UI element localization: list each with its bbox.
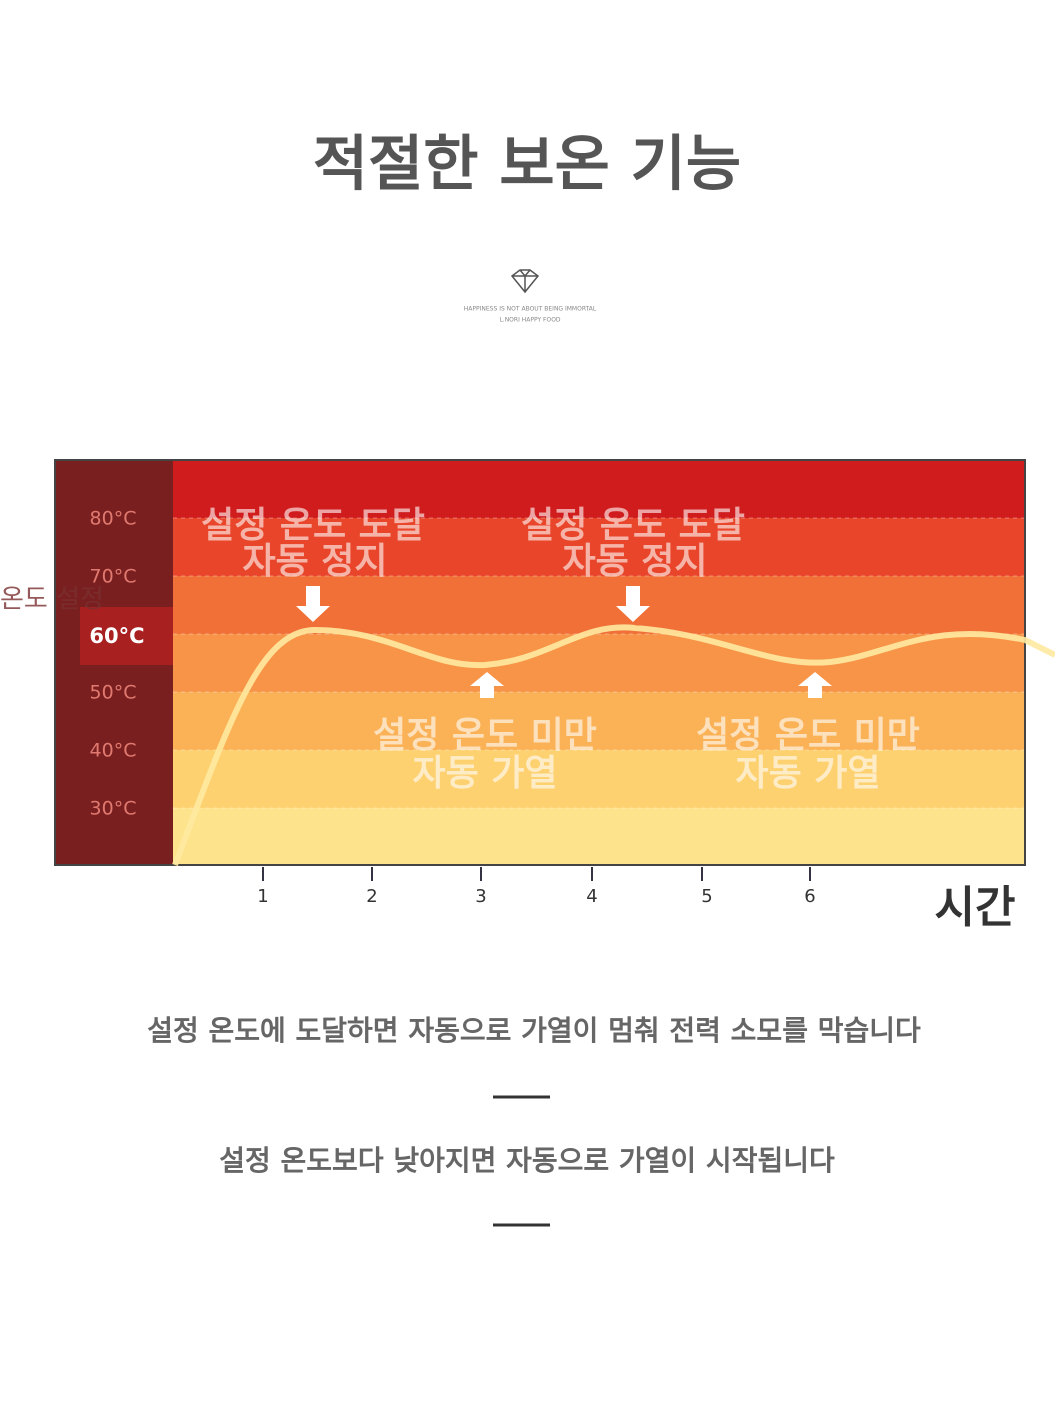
note: 설정 온도보다 낮아지면 자동으로 가열이 시작됩니다 [219, 1144, 835, 1177]
y-label: 50°C [90, 682, 137, 704]
annotation: 설정 온도 미만 [373, 715, 597, 756]
note: 설정 온도에 도달하면 자동으로 가열이 멈춰 전력 소모를 막습니다 [147, 1014, 921, 1047]
x-tick: 5 [701, 886, 712, 907]
logo-text: L.NORI HAPPY FOOD [499, 317, 560, 324]
x-tick: 6 [804, 886, 815, 907]
annotation: 자동 정지 [242, 541, 387, 582]
annotation: 자동 가열 [735, 753, 880, 794]
x-label: 시간 [935, 882, 1016, 933]
band [55, 634, 1025, 692]
x-tick: 4 [586, 886, 597, 907]
y-label: 80°C [90, 508, 137, 530]
x-tick: 1 [257, 886, 268, 907]
band [55, 692, 1025, 750]
y-label: 60°C [89, 624, 144, 648]
curve [172, 624, 1055, 867]
annotation: 설정 온도 도달 [201, 505, 425, 546]
band [55, 576, 1025, 634]
logo-text: HAPPINESS IS NOT ABOUT BEING IMMORTAL [464, 306, 597, 313]
arrows [296, 586, 832, 698]
highlight [80, 607, 173, 665]
x-tick: 3 [475, 886, 486, 907]
annotation: 자동 가열 [412, 753, 557, 794]
annotation: 설정 온도 도달 [521, 505, 745, 546]
band [55, 460, 1025, 518]
frame [54, 459, 1026, 866]
annotation: 자동 정지 [562, 541, 707, 582]
title: 적절한 보온 기능 [313, 130, 741, 200]
side-label: 온도 설정 [0, 585, 104, 615]
x-tick: 2 [366, 886, 377, 907]
y-label: 70°C [90, 566, 137, 588]
band [55, 808, 1025, 865]
ticks [262, 867, 811, 881]
y-label: 40°C [90, 740, 137, 762]
y-label: 30°C [90, 798, 137, 820]
logo-icon [510, 269, 540, 294]
diagram: 80°C 70°C 60°C 50°C 40°C 30°C 온도 설정 설정 온… [0, 459, 1055, 933]
logo: HAPPINESS IS NOT ABOUT BEING IMMORTAL L.… [464, 269, 597, 324]
band [55, 518, 1025, 576]
annotation: 설정 온도 미만 [696, 715, 920, 756]
grid [173, 517, 1025, 809]
